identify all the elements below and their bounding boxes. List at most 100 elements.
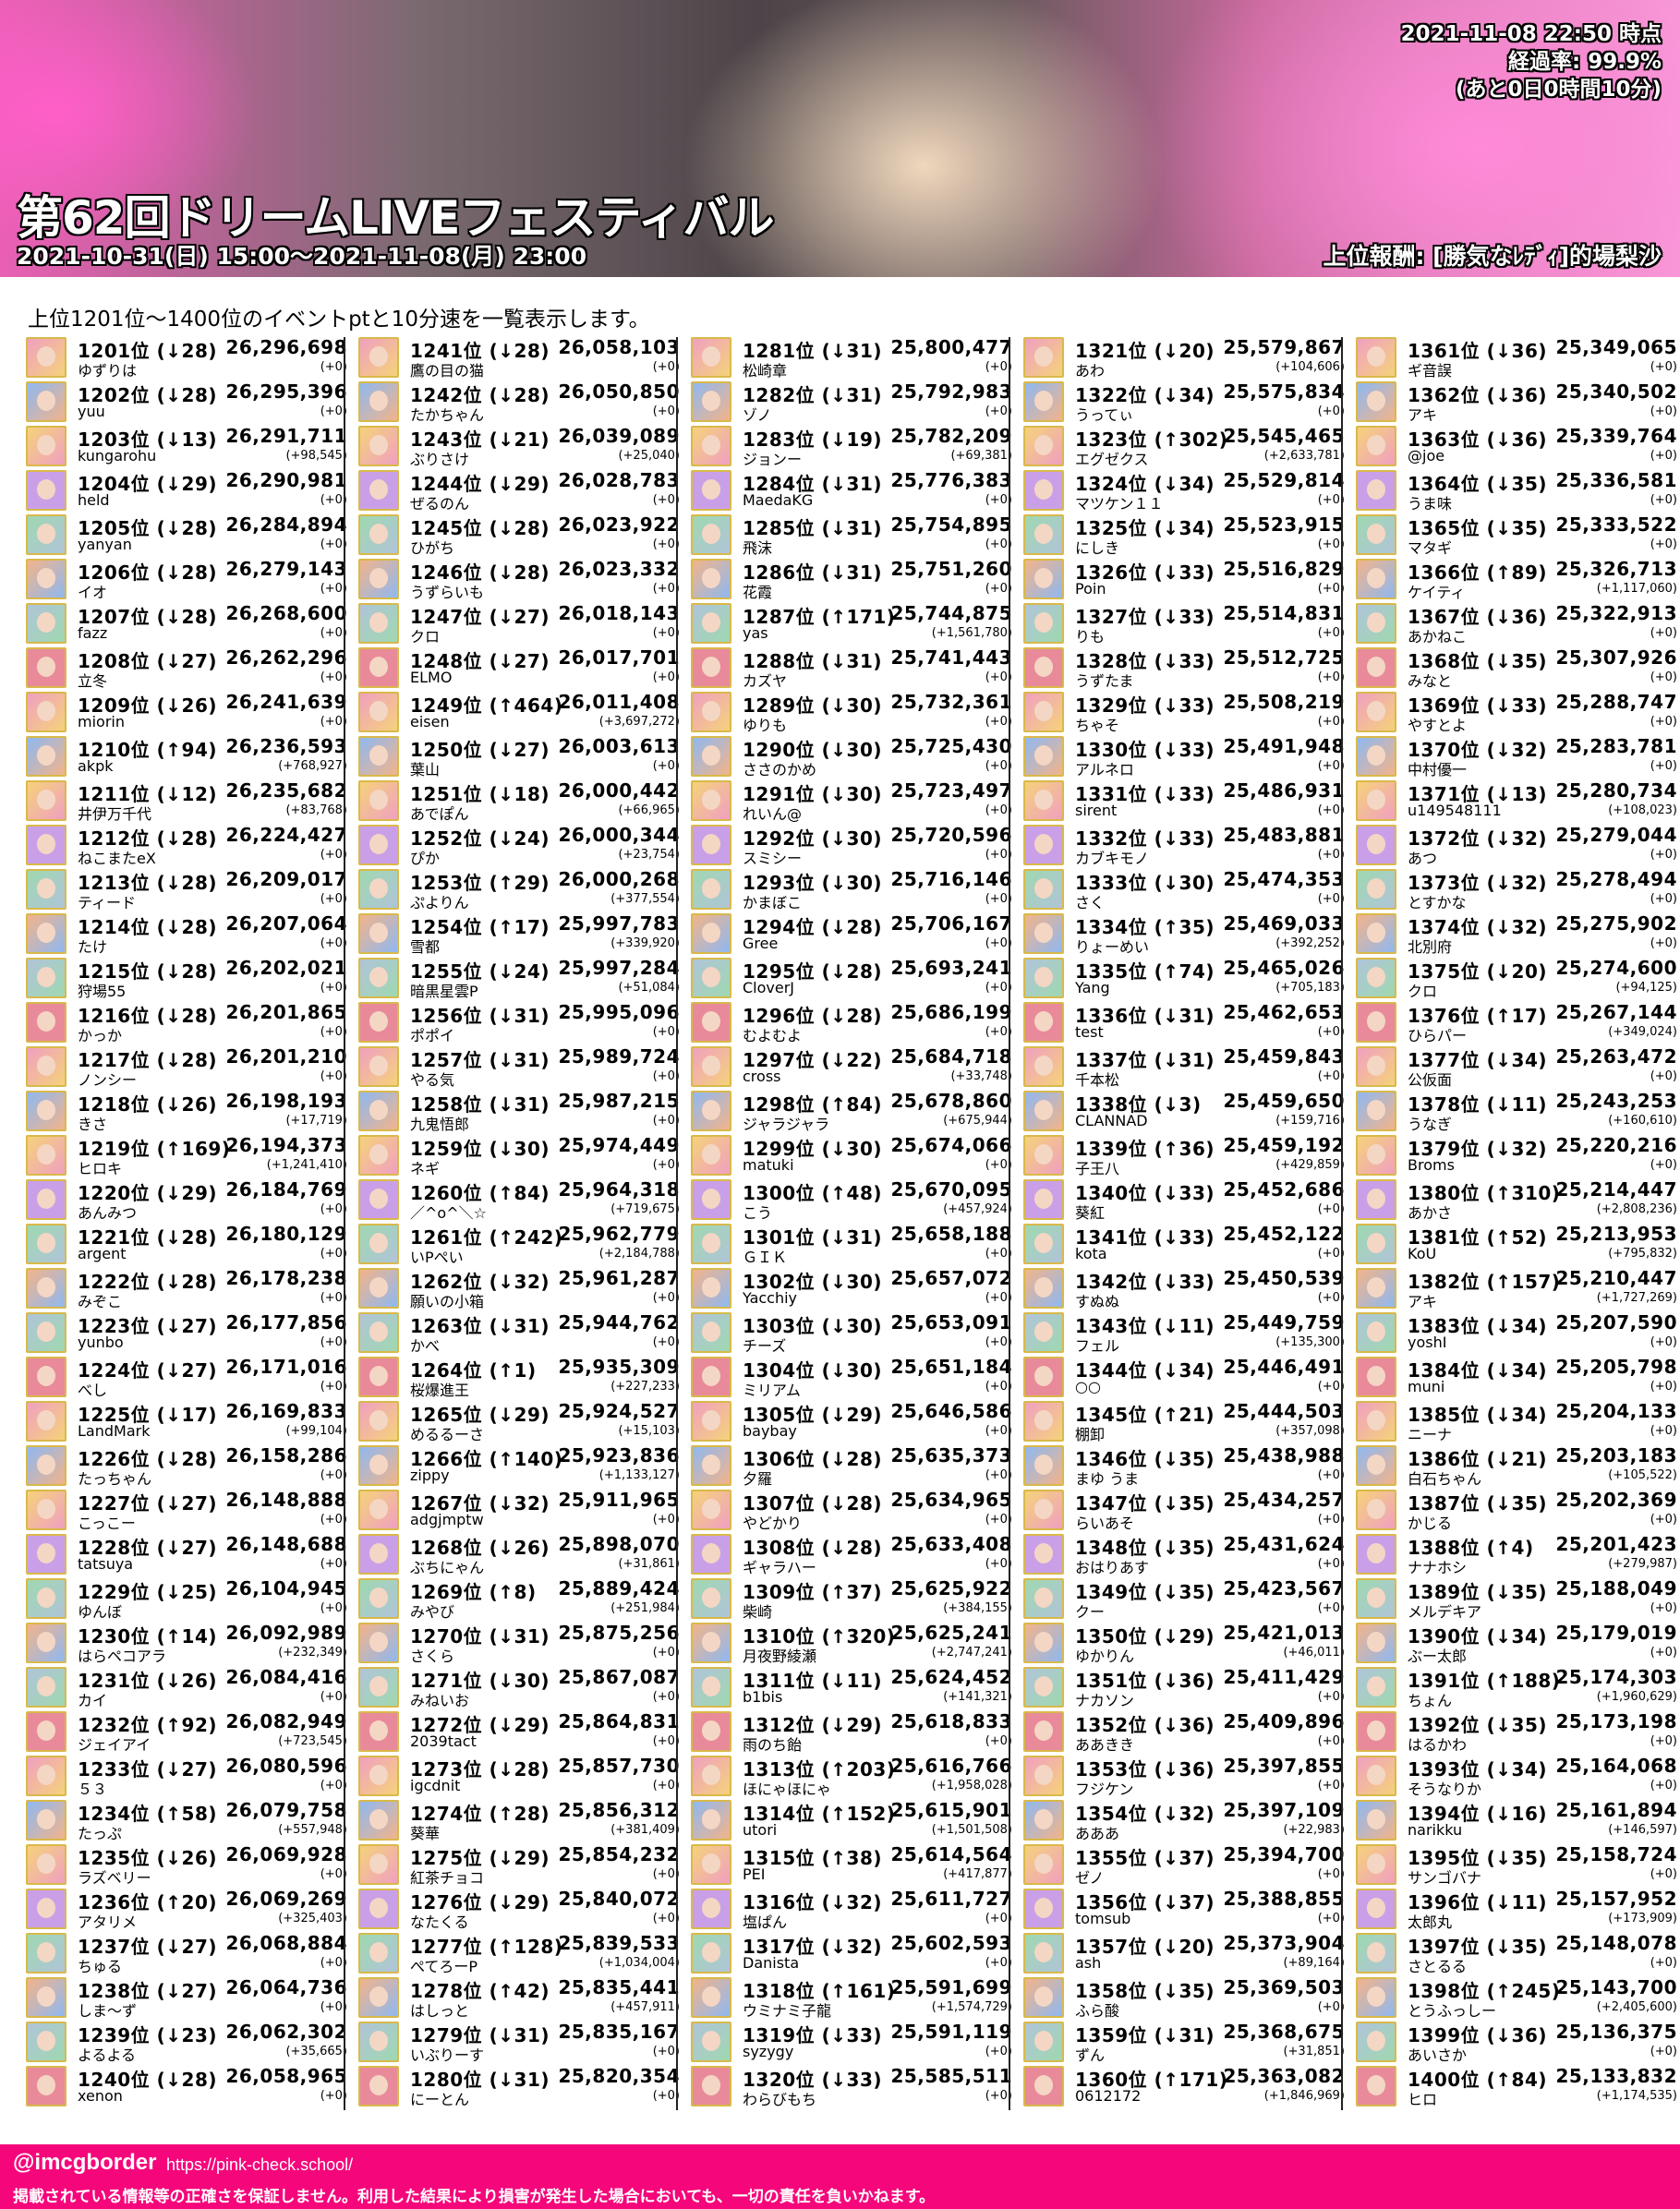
- ten-minute-delta: (+0): [1650, 670, 1677, 684]
- player-name: ささのかめ: [743, 761, 817, 779]
- ranking-row: 1219位 (↑169) 26,194,373 ヒロキ (+1,241,410): [26, 1133, 351, 1177]
- event-points: 26,050,850: [558, 380, 680, 403]
- player-name: さくら: [410, 1648, 455, 1665]
- event-points: 25,720,596: [890, 824, 1012, 846]
- idol-avatar-icon: [1023, 825, 1064, 865]
- ten-minute-delta: (+0): [320, 1247, 347, 1261]
- rank-label: 1270位 (↓31): [410, 1625, 550, 1648]
- idol-avatar-icon: [26, 1401, 66, 1442]
- event-points: 25,459,843: [1223, 1045, 1345, 1068]
- ranking-row: 1283位 (↓19) 25,782,209 ジョンー (+69,381): [691, 424, 1016, 468]
- event-points: 25,911,965: [558, 1489, 680, 1511]
- player-name: はるかわ: [1408, 1736, 1468, 1754]
- ten-minute-delta: (+384,155): [943, 1601, 1012, 1615]
- ranking-row: 1291位 (↓30) 25,723,497 れいん@ (+0): [691, 779, 1016, 823]
- rank-label: 1215位 (↓28): [78, 960, 217, 983]
- ranking-row: 1201位 (↓28) 26,296,698 ゆずりは (+0): [26, 335, 351, 380]
- idol-avatar-icon: [1356, 1002, 1396, 1043]
- event-points: 25,820,354: [558, 2065, 680, 2087]
- ranking-row: 1286位 (↓31) 25,751,260 花霞 (+0): [691, 557, 1016, 601]
- player-name: Yacchiy: [743, 1289, 798, 1307]
- site-link[interactable]: https://pink-check.school/: [166, 2155, 354, 2174]
- ranking-row: 1263位 (↓31) 25,944,762 かべ (+0): [358, 1310, 683, 1355]
- ranking-row: 1346位 (↓35) 25,438,988 まゆ うま (+0): [1023, 1443, 1348, 1488]
- player-name: にーとん: [410, 2091, 470, 2108]
- idol-avatar-icon: [691, 1667, 731, 1708]
- ranking-row: 1255位 (↓24) 25,997,284 暗黒星雲P (+51,084): [358, 956, 683, 1000]
- player-name: やどかり: [743, 1515, 803, 1532]
- idol-avatar-icon: [1023, 869, 1064, 910]
- ranking-row: 1372位 (↓32) 25,279,044 あつ (+0): [1356, 823, 1680, 867]
- ten-minute-delta: (+0): [320, 1025, 347, 1039]
- ranking-row: 1277位 (↑128) 25,839,533 ぺてろーP (+1,034,004): [358, 1931, 683, 1975]
- idol-avatar-icon: [691, 426, 731, 466]
- ten-minute-delta: (+0): [320, 981, 347, 995]
- ten-minute-delta: (+0): [320, 1335, 347, 1349]
- ten-minute-delta: (+457,924): [943, 1202, 1012, 1216]
- ranking-row: 1304位 (↓30) 25,651,184 ミリアム (+0): [691, 1355, 1016, 1399]
- ten-minute-delta: (+2,633,781): [1263, 449, 1345, 463]
- event-points: 25,835,167: [558, 2021, 680, 2043]
- player-name: ジェイアイ: [78, 1736, 151, 1754]
- idol-avatar-icon: [691, 1135, 731, 1176]
- ranking-row: 1316位 (↓32) 25,611,727 塩ぱん (+0): [691, 1887, 1016, 1931]
- rank-label: 1252位 (↓24): [410, 827, 550, 850]
- event-points: 25,368,675: [1223, 2021, 1345, 2043]
- event-points: 25,646,586: [890, 1400, 1012, 1422]
- rank-label: 1217位 (↓28): [78, 1049, 217, 1071]
- event-points: 25,579,867: [1223, 336, 1345, 358]
- ranking-row: 1338位 (↓3) 25,459,650 CLANNAD (+159,716): [1023, 1089, 1348, 1133]
- ranking-row: 1310位 (↑320) 25,625,241 月夜野綾瀬 (+2,747,241): [691, 1621, 1016, 1665]
- idol-avatar-icon: [26, 337, 66, 378]
- player-name: ELMO: [410, 669, 453, 686]
- player-name: イオ: [78, 584, 108, 601]
- idol-avatar-icon: [358, 1135, 399, 1176]
- ranking-row: 1243位 (↓21) 26,039,089 ぶりさけ (+25,040): [358, 424, 683, 468]
- idol-avatar-icon: [26, 736, 66, 777]
- rank-label: 1258位 (↓31): [410, 1093, 550, 1116]
- idol-avatar-icon: [1356, 780, 1396, 821]
- player-name: あんみつ: [78, 1204, 138, 1222]
- player-name: たかちゃん: [410, 406, 485, 424]
- rank-label: 1314位 (↑152): [743, 1803, 896, 1825]
- event-points: 25,732,361: [890, 691, 1012, 713]
- rank-label: 1312位 (↓29): [743, 1714, 882, 1736]
- event-points: 25,634,965: [890, 1489, 1012, 1511]
- idol-avatar-icon: [26, 1002, 66, 1043]
- event-points: 25,363,082: [1223, 2065, 1345, 2087]
- player-name: zippy: [410, 1467, 450, 1484]
- player-name: eisen: [410, 713, 450, 730]
- event-points: 25,693,241: [890, 957, 1012, 979]
- player-name: ぶりさけ: [410, 451, 470, 468]
- rank-label: 1263位 (↓31): [410, 1315, 550, 1337]
- ranking-row: 1331位 (↓33) 25,486,931 sirent (+0): [1023, 779, 1348, 823]
- rank-label: 1244位 (↓29): [410, 473, 550, 495]
- ranking-row: 1209位 (↓26) 26,241,639 miorin (+0): [26, 690, 351, 734]
- event-points: 25,213,953: [1555, 1223, 1677, 1245]
- idol-avatar-icon: [1023, 1534, 1064, 1575]
- ten-minute-delta: (+705,183): [1275, 981, 1345, 995]
- player-name: ぶちにゃん: [410, 1559, 485, 1576]
- ten-minute-delta: (+357,098): [1275, 1424, 1345, 1438]
- ranking-row: 1342位 (↓33) 25,450,539 すぬぬ (+0): [1023, 1266, 1348, 1310]
- status-box: 2021-11-08 22:50 時点 経過率: 99.9% (あと0日0時間1…: [1401, 20, 1662, 103]
- idol-avatar-icon: [1356, 603, 1396, 644]
- ten-minute-delta: (+66,965): [618, 803, 680, 817]
- idol-avatar-icon: [691, 514, 731, 555]
- event-points: 25,210,447: [1555, 1267, 1677, 1289]
- twitter-handle[interactable]: @imcgborder: [13, 2150, 157, 2175]
- ranking-row: 1254位 (↑17) 25,997,783 雪都 (+339,920): [358, 911, 683, 956]
- player-name: フェル: [1075, 1337, 1120, 1355]
- idol-avatar-icon: [358, 1490, 399, 1530]
- ranking-row: 1250位 (↓27) 26,003,613 葉山 (+0): [358, 734, 683, 779]
- idol-avatar-icon: [691, 2022, 731, 2062]
- ranking-row: 1306位 (↓28) 25,635,373 夕羅 (+0): [691, 1443, 1016, 1488]
- ten-minute-delta: (+0): [652, 1025, 680, 1039]
- rank-label: 1238位 (↓27): [78, 1980, 217, 2002]
- player-name: u149548111: [1408, 802, 1502, 819]
- idol-avatar-icon: [1356, 1756, 1396, 1796]
- event-points: 25,188,049: [1555, 1577, 1677, 1599]
- ranking-row: 1330位 (↓33) 25,491,948 アルネロ (+0): [1023, 734, 1348, 779]
- idol-avatar-icon: [26, 2022, 66, 2062]
- ten-minute-delta: (+1,574,729): [931, 2000, 1012, 2014]
